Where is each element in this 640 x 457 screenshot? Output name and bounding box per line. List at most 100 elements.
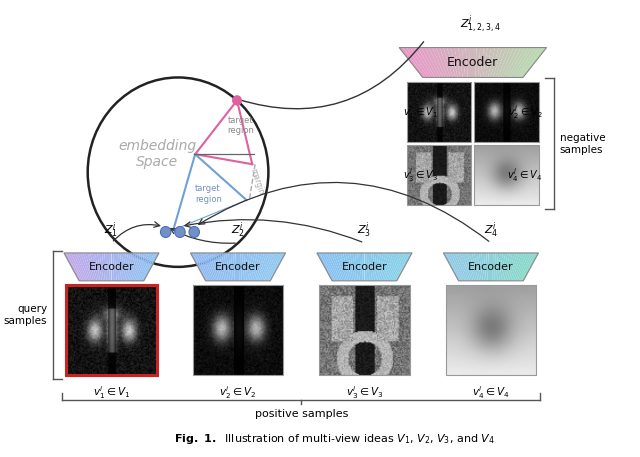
Polygon shape — [508, 48, 528, 77]
Polygon shape — [477, 253, 483, 281]
Polygon shape — [455, 253, 468, 281]
Polygon shape — [67, 253, 83, 281]
Polygon shape — [421, 48, 440, 77]
Text: $v^j_3 \in V_3$: $v^j_3 \in V_3$ — [403, 166, 438, 184]
Polygon shape — [447, 48, 458, 77]
Text: target
region: target region — [227, 116, 254, 135]
Polygon shape — [440, 48, 453, 77]
Polygon shape — [224, 253, 230, 281]
Polygon shape — [340, 253, 350, 281]
Polygon shape — [469, 48, 473, 77]
Polygon shape — [399, 48, 425, 77]
Polygon shape — [478, 48, 484, 77]
Polygon shape — [343, 253, 351, 281]
Polygon shape — [100, 253, 105, 281]
Polygon shape — [246, 253, 252, 281]
Polygon shape — [507, 253, 517, 281]
Polygon shape — [506, 48, 524, 77]
Polygon shape — [513, 48, 536, 77]
Polygon shape — [198, 253, 212, 281]
Polygon shape — [417, 48, 438, 77]
Polygon shape — [141, 253, 157, 281]
Polygon shape — [385, 253, 397, 281]
Polygon shape — [207, 253, 218, 281]
Polygon shape — [121, 253, 128, 281]
Polygon shape — [460, 253, 472, 281]
Polygon shape — [403, 48, 428, 77]
Polygon shape — [336, 253, 347, 281]
Polygon shape — [491, 253, 493, 281]
Polygon shape — [376, 253, 383, 281]
Polygon shape — [64, 253, 81, 281]
Polygon shape — [193, 253, 209, 281]
Text: margin: margin — [248, 167, 266, 196]
Text: $v^i_1 \in V_1$: $v^i_1 \in V_1$ — [93, 384, 130, 401]
Polygon shape — [109, 253, 111, 281]
Polygon shape — [467, 253, 476, 281]
Polygon shape — [390, 253, 405, 281]
Circle shape — [189, 227, 200, 238]
Polygon shape — [388, 253, 403, 281]
Polygon shape — [366, 253, 369, 281]
Bar — [407, 145, 472, 205]
Text: positive samples: positive samples — [255, 409, 348, 420]
Polygon shape — [474, 253, 481, 281]
Polygon shape — [228, 253, 233, 281]
Polygon shape — [266, 253, 281, 281]
Circle shape — [161, 227, 171, 238]
Text: Encoder: Encoder — [215, 262, 260, 272]
Polygon shape — [249, 253, 257, 281]
Polygon shape — [76, 253, 89, 281]
Polygon shape — [372, 253, 379, 281]
Polygon shape — [429, 48, 445, 77]
Polygon shape — [138, 253, 152, 281]
Polygon shape — [384, 253, 396, 281]
Bar — [319, 285, 410, 375]
Polygon shape — [329, 253, 342, 281]
Polygon shape — [382, 253, 393, 281]
Polygon shape — [360, 253, 363, 281]
Polygon shape — [251, 253, 259, 281]
Polygon shape — [378, 253, 386, 281]
Text: $Z^i_1$: $Z^i_1$ — [104, 220, 118, 240]
Circle shape — [175, 227, 185, 238]
Polygon shape — [371, 253, 376, 281]
Text: $Z^i_3$: $Z^i_3$ — [357, 220, 371, 240]
Polygon shape — [493, 48, 506, 77]
Polygon shape — [395, 253, 412, 281]
Polygon shape — [214, 253, 223, 281]
Polygon shape — [123, 253, 131, 281]
Polygon shape — [322, 253, 337, 281]
Polygon shape — [454, 48, 463, 77]
Polygon shape — [465, 48, 470, 77]
Polygon shape — [236, 253, 238, 281]
Polygon shape — [425, 48, 443, 77]
Polygon shape — [74, 253, 87, 281]
Polygon shape — [379, 253, 388, 281]
Polygon shape — [107, 253, 110, 281]
Polygon shape — [260, 253, 274, 281]
Polygon shape — [357, 253, 361, 281]
Polygon shape — [241, 253, 245, 281]
Polygon shape — [479, 253, 484, 281]
Polygon shape — [339, 253, 348, 281]
Polygon shape — [462, 48, 468, 77]
Polygon shape — [81, 253, 92, 281]
Polygon shape — [472, 253, 479, 281]
Polygon shape — [490, 48, 502, 77]
Polygon shape — [88, 253, 97, 281]
Polygon shape — [200, 253, 214, 281]
Text: Encoder: Encoder — [342, 262, 387, 272]
Polygon shape — [500, 253, 508, 281]
Polygon shape — [97, 253, 104, 281]
Polygon shape — [350, 253, 356, 281]
Polygon shape — [253, 253, 262, 281]
Bar — [474, 82, 539, 142]
Polygon shape — [219, 253, 227, 281]
Polygon shape — [483, 48, 492, 77]
Polygon shape — [104, 253, 108, 281]
Text: $v^i_4 \in V_4$: $v^i_4 \in V_4$ — [472, 384, 509, 401]
Polygon shape — [269, 253, 285, 281]
Polygon shape — [231, 253, 235, 281]
Polygon shape — [92, 253, 100, 281]
